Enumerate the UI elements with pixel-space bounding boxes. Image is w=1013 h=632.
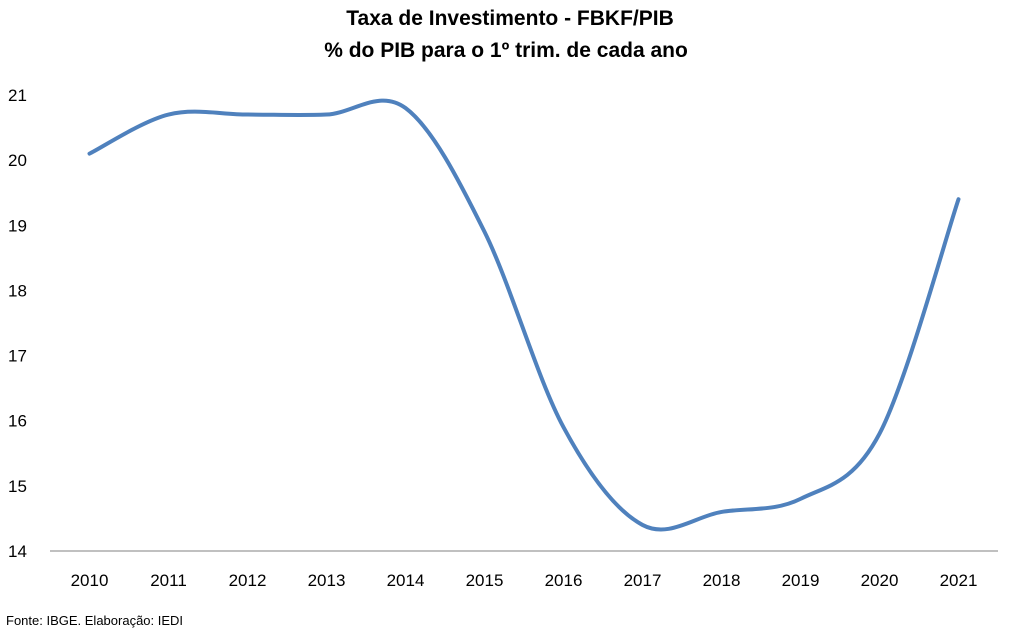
x-tick-label: 2018 xyxy=(703,571,741,590)
series-points xyxy=(88,106,961,527)
data-point xyxy=(641,523,645,527)
data-point xyxy=(483,230,487,234)
x-tick-label: 2019 xyxy=(782,571,820,590)
y-axis-tick-labels: 14 15 16 17 18 19 20 21 xyxy=(8,86,27,561)
data-point xyxy=(88,152,92,156)
data-point xyxy=(799,497,803,501)
x-tick-label: 2021 xyxy=(940,571,978,590)
x-tick-label: 2020 xyxy=(861,571,899,590)
x-tick-label: 2016 xyxy=(545,571,583,590)
data-point xyxy=(246,113,250,117)
x-tick-label: 2015 xyxy=(466,571,504,590)
data-point xyxy=(325,113,329,117)
y-tick-label: 21 xyxy=(8,86,27,105)
data-point xyxy=(562,425,566,429)
source-note: Fonte: IBGE. Elaboração: IEDI xyxy=(6,613,183,628)
y-tick-label: 18 xyxy=(8,281,27,300)
y-tick-label: 15 xyxy=(8,477,27,496)
x-tick-label: 2014 xyxy=(387,571,425,590)
y-tick-label: 20 xyxy=(8,151,27,170)
chart-title: Taxa de Investimento - FBKF/PIB xyxy=(346,7,674,30)
x-tick-label: 2017 xyxy=(624,571,662,590)
data-point xyxy=(720,510,724,514)
data-point xyxy=(167,113,171,117)
x-tick-label: 2012 xyxy=(229,571,267,590)
x-tick-label: 2010 xyxy=(71,571,109,590)
y-tick-label: 17 xyxy=(8,347,27,366)
y-tick-label: 14 xyxy=(8,542,27,561)
data-point xyxy=(878,432,882,436)
y-tick-label: 19 xyxy=(8,216,27,235)
data-point xyxy=(957,197,961,201)
x-axis-tick-labels: 2010 2011 2012 2013 2014 2015 2016 2017 2018 2019… xyxy=(71,571,978,590)
data-point xyxy=(404,106,408,110)
x-tick-label: 2013 xyxy=(308,571,346,590)
series-line xyxy=(87,98,961,532)
x-tick-label: 2011 xyxy=(150,571,187,590)
chart-subtitle: % do PIB para o 1º trim. de cada ano xyxy=(324,39,688,62)
y-tick-label: 16 xyxy=(8,412,27,431)
